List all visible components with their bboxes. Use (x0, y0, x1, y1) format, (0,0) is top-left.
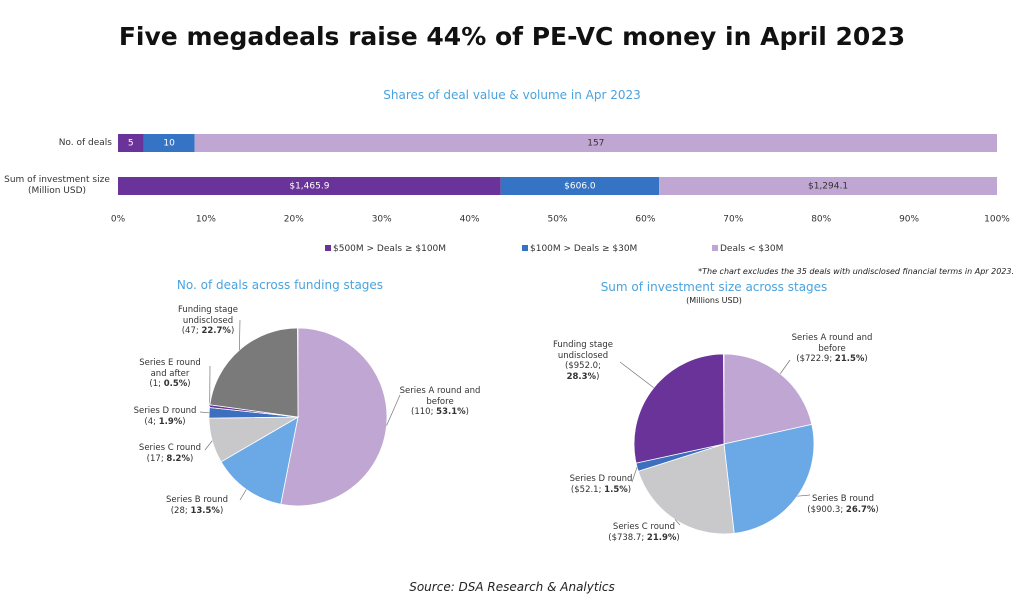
x-tick-label: 30% (372, 215, 392, 225)
value-label: 157 (587, 139, 604, 149)
slice-name: Series C round (612, 522, 676, 532)
x-tick-label: 80% (811, 215, 831, 225)
leader-line (631, 467, 638, 483)
x-tick-label: 10% (196, 215, 216, 225)
slice-value: $52.1 (574, 484, 599, 495)
leader-line (779, 359, 791, 374)
slice-share: 1.5% (604, 484, 628, 495)
leader-line (386, 394, 401, 426)
legend-swatch (325, 245, 331, 251)
slice-share: 21.5% (834, 354, 865, 364)
slice-share: 13.5% (190, 505, 220, 516)
value-label: $1,294.1 (808, 182, 848, 192)
slice-share: 8.2% (166, 453, 190, 464)
pie-slice (220, 416, 299, 505)
leader-line (674, 519, 681, 526)
slice-value: 47 (185, 326, 196, 336)
bar-segment (659, 177, 997, 195)
leader-line (199, 411, 210, 414)
slice-share: 28.3% (566, 371, 597, 382)
pie-slice (209, 327, 299, 418)
slice-value: $738.7 (611, 532, 642, 543)
bar-segment (500, 177, 660, 195)
slice-name: Series C round (138, 443, 202, 453)
bar-segment (118, 134, 144, 152)
pie-slice (637, 443, 735, 535)
x-tick-label: 50% (547, 215, 567, 225)
leader-line (797, 494, 811, 497)
slice-share: 21.9% (646, 532, 677, 543)
legend-swatch (712, 245, 718, 251)
pie-title: Sum of investment size across stages (600, 280, 828, 294)
legend-label: $500M > Deals ≥ $100M (333, 244, 446, 254)
pie-slice (633, 353, 725, 464)
bar-segment (194, 134, 997, 152)
slice-label: Series C round ($738.7; 21.9%) (608, 522, 680, 543)
leader-line (239, 489, 247, 501)
x-tick-label: 60% (635, 215, 655, 225)
slice-label: Funding stage undisclosed (47; 22.7%) (177, 305, 239, 336)
bar-segment (118, 177, 501, 195)
slice-label: Series B round (28; 13.5%) (165, 495, 229, 516)
slice-value: $900.3 (810, 504, 841, 515)
slice-label: Series D round (4; 1.9%) (133, 406, 197, 427)
slice-name: Funding stage undisclosed (552, 340, 614, 361)
slice-value: 4 (147, 416, 154, 427)
source: Source: DSA Research & Analytics (409, 580, 615, 594)
pie-slice (723, 423, 815, 534)
x-tick-label: 100% (984, 215, 1010, 225)
category-label: No. of deals (58, 137, 112, 148)
slice-share: 26.7% (845, 504, 876, 515)
x-tick-label: 20% (284, 215, 304, 225)
slice-name: Series A round and before (399, 386, 481, 407)
leader-line (239, 319, 241, 351)
bar-title: Shares of deal value & volume in Apr 202… (383, 88, 641, 102)
legend-label: $100M > Deals ≥ $30M (530, 244, 637, 254)
value-label: $606.0 (564, 182, 596, 192)
bar-segment (143, 134, 195, 152)
value-label: 10 (163, 139, 175, 149)
note: *The chart excludes the 35 deals with un… (698, 267, 1014, 276)
x-tick-label: 90% (899, 215, 919, 225)
page-title: Five megadeals raise 44% of PE-VC money … (118, 22, 906, 51)
slice-name: Series A round and before (791, 333, 873, 354)
slice-label: Series A round and before ($722.9; 21.5%) (791, 333, 873, 364)
value-label: $1,465.9 (289, 182, 329, 192)
x-tick-label: 40% (460, 215, 480, 225)
value-label: 5 (128, 139, 134, 149)
slice-value: 28 (174, 505, 185, 516)
category-label: Sum of investment size (Million USD) (4, 175, 110, 196)
x-tick-label: 70% (723, 215, 743, 225)
slice-value: $722.9 (799, 354, 830, 364)
slice-label: Series D round ($52.1; 1.5%) (569, 474, 633, 495)
pie-subtitle: (Millions USD) (686, 296, 742, 305)
slice-label: Series A round and before (110; 53.1%) (399, 386, 481, 417)
slice-value: $952.0 (568, 361, 599, 371)
slice-share: 1.9% (158, 416, 183, 427)
slice-label: Series B round ($900.3; 26.7%) (807, 494, 879, 515)
slice-value: 110 (414, 407, 431, 417)
slice-label: Funding stage undisclosed ($952.0; 28.3%) (552, 340, 614, 382)
slice-label: Series E round and after (1; 0.5%) (139, 358, 201, 389)
slice-name: Series D round (133, 406, 197, 416)
x-tick-label: 0% (111, 215, 126, 225)
slice-label: Series C round (17; 8.2%) (138, 443, 202, 464)
slice-name: Series D round (569, 474, 633, 484)
slice-share: 22.7% (201, 326, 231, 336)
leader-line (204, 440, 213, 451)
slice-share: 0.5% (163, 379, 188, 389)
slice-value: 1 (152, 379, 159, 389)
pie-title: No. of deals across funding stages (176, 278, 384, 292)
slice-share: 53.1% (436, 407, 466, 417)
leader-line (619, 361, 654, 389)
legend-label: Deals < $30M (720, 244, 783, 254)
slice-name: Series E round and after (139, 358, 201, 379)
slice-name: Funding stage undisclosed (177, 305, 239, 326)
slice-value: 17 (150, 453, 161, 464)
legend-swatch (522, 245, 528, 251)
slice-name: Series B round (811, 494, 875, 504)
slice-name: Series B round (165, 495, 229, 505)
